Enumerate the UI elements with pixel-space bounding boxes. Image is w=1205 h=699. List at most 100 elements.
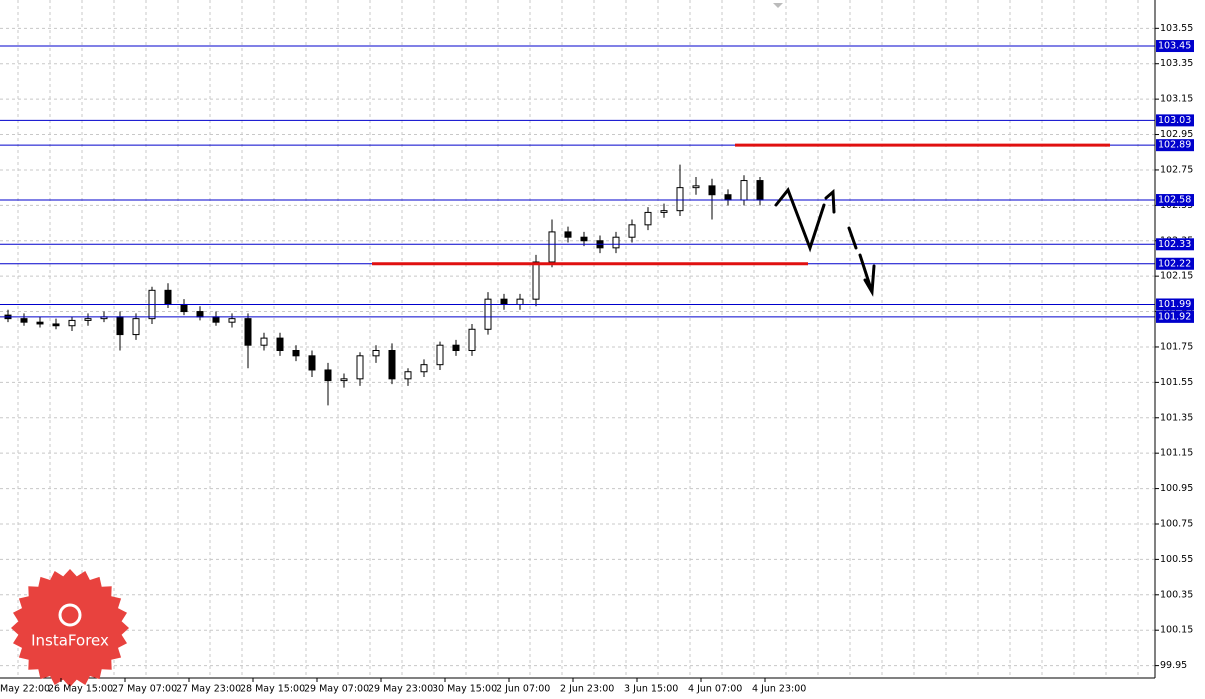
x-tick-label: 29 May 23:00 — [368, 684, 433, 695]
x-tick-label: 30 May 15:00 — [432, 684, 497, 695]
arrow-path — [847, 226, 876, 297]
logo-badge — [11, 569, 129, 687]
candle-body — [36, 321, 44, 325]
level-label: 102.33 — [1158, 239, 1191, 250]
scroll-marker — [773, 3, 783, 8]
candle-body — [660, 210, 668, 213]
level-label-box — [1156, 310, 1194, 323]
candle-body — [436, 344, 444, 366]
forecast-arrows — [774, 187, 876, 297]
y-tick-label: 103.35 — [1160, 58, 1193, 69]
plot — [0, 45, 1155, 406]
candle-body — [116, 316, 124, 336]
level-label: 102.89 — [1158, 140, 1191, 151]
x-tick-label: 4 Jun 07:00 — [688, 684, 742, 695]
candle-body — [548, 231, 556, 263]
y-tick-label: 102.15 — [1160, 271, 1193, 282]
candle-body — [84, 318, 92, 321]
y-tick-label: 101.15 — [1160, 448, 1193, 459]
level-label-box — [1156, 298, 1194, 311]
logo: InstaForex — [11, 569, 129, 687]
candle-body — [516, 298, 524, 305]
candle-body — [740, 180, 748, 201]
candle-body — [484, 298, 492, 330]
candle-body — [468, 328, 476, 352]
candle-body — [676, 187, 684, 212]
x-tick-label: 3 Jun 15:00 — [624, 684, 678, 695]
candle-body — [420, 364, 428, 373]
candle-body — [756, 180, 764, 201]
y-tick-label: 100.75 — [1160, 518, 1193, 529]
x-tick-label: 28 May 15:00 — [240, 684, 305, 695]
y-tick-label: 101.35 — [1160, 412, 1193, 423]
candle-body — [52, 323, 60, 327]
candle-body — [260, 337, 268, 346]
candle-body — [276, 337, 284, 352]
y-tick-label: 100.55 — [1160, 554, 1193, 565]
x-tick-label: 29 May 07:00 — [304, 684, 369, 695]
level-label-box — [1156, 114, 1194, 127]
candle-body — [500, 298, 508, 305]
candle-body — [68, 319, 76, 327]
level-label: 103.03 — [1158, 115, 1191, 126]
arrow-path — [774, 187, 826, 253]
y-tick-label: 99.95 — [1160, 660, 1187, 671]
candle-body — [20, 318, 28, 323]
candle-body — [452, 344, 460, 352]
level-label-box — [1156, 194, 1194, 207]
y-tick-label: 101.75 — [1160, 341, 1193, 352]
candle-body — [324, 369, 332, 382]
candle-body — [388, 350, 396, 380]
candle-body — [372, 350, 380, 357]
candle-body — [292, 350, 300, 357]
x-tick-label: 27 May 23:00 — [176, 684, 241, 695]
candle-body — [228, 318, 236, 323]
candle-body — [340, 378, 348, 382]
level-label: 101.99 — [1158, 299, 1191, 310]
level-label: 101.92 — [1158, 311, 1191, 322]
x-tick-label: 27 May 07:00 — [112, 684, 177, 695]
level-label-box — [1156, 139, 1194, 152]
y-tick-label: 100.35 — [1160, 589, 1193, 600]
candle-body — [404, 371, 412, 380]
candle-body — [724, 194, 732, 201]
x-tick-label: 26 May 15:00 — [48, 684, 113, 695]
candle-body — [628, 224, 636, 238]
candle-body — [164, 289, 172, 305]
candle-body — [564, 231, 572, 238]
y-tick-label: 103.15 — [1160, 94, 1193, 105]
candle-body — [644, 211, 652, 226]
level-label-box — [1156, 257, 1194, 270]
candle-body — [612, 236, 620, 249]
y-tick-label: 100.15 — [1160, 625, 1193, 636]
level-label: 103.45 — [1158, 41, 1191, 52]
candle-body — [132, 318, 140, 336]
x-tick-label: 2 Jun 07:00 — [496, 684, 550, 695]
y-tick-label: 102.75 — [1160, 164, 1193, 175]
grid — [0, 0, 1155, 678]
candle-body — [532, 261, 540, 300]
level-label: 102.58 — [1158, 195, 1191, 206]
x-tick-label: 2 Jun 23:00 — [560, 684, 614, 695]
y-tick-label: 103.55 — [1160, 23, 1193, 34]
x-tick-label: 4 Jun 23:00 — [752, 684, 806, 695]
arrow-path — [824, 188, 836, 214]
candle-body — [180, 303, 188, 313]
candle-body — [708, 185, 716, 196]
candle-body — [244, 318, 252, 346]
candle-body — [308, 355, 316, 371]
y-tick-label: 102.95 — [1160, 129, 1193, 140]
level-label-box — [1156, 40, 1194, 53]
candle-body — [580, 236, 588, 242]
candle-body — [356, 355, 364, 380]
y-tick-label: 101.55 — [1160, 377, 1193, 388]
y-tick-label: 100.95 — [1160, 483, 1193, 494]
candle-body — [692, 185, 700, 189]
level-label-box — [1156, 238, 1194, 251]
logo-text: InstaForex — [31, 632, 109, 650]
candle-body — [212, 316, 220, 323]
x-tick-label: May 22:00 — [0, 684, 50, 695]
candle-body — [196, 311, 204, 318]
level-label: 102.22 — [1158, 258, 1191, 269]
